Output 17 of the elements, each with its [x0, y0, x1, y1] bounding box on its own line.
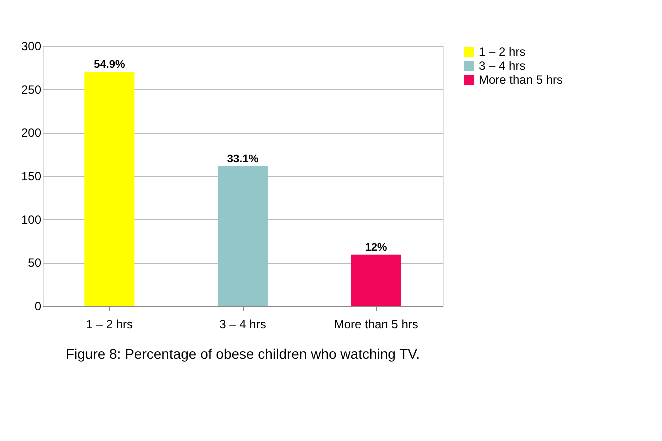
x-tick-label: 1 – 2 hrs: [86, 318, 134, 332]
y-tick-label: 150: [21, 170, 42, 184]
y-tick-label: 100: [21, 212, 42, 227]
y-tick-label: 200: [21, 126, 42, 140]
y-tick-label: 250: [21, 82, 42, 97]
x-tick-label: 3 – 4 hrs: [220, 318, 266, 332]
legend-label: 3 – 4 hrs: [479, 59, 526, 73]
annotation: 54.9%: [94, 59, 126, 71]
y-tick-label: 0: [34, 300, 42, 314]
legend-label: 1 – 2 hrs: [479, 45, 526, 59]
x-tick-label: More than 5 hrs: [334, 318, 418, 332]
annotation: 12%: [365, 242, 388, 254]
legend-label: More than 5 hrs: [479, 73, 564, 87]
caption: Figure 8: Percentage of obese children who watching TV.: [66, 346, 420, 362]
y-tick-label: 50: [28, 256, 42, 270]
y-tick-label: 300: [21, 40, 42, 54]
annotation: 33.1%: [227, 153, 259, 166]
